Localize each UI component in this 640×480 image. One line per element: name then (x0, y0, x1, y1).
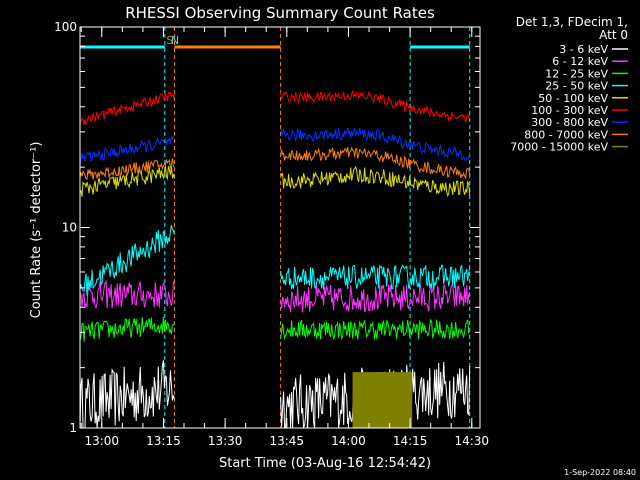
series-line-6-segment-0 (79, 135, 175, 165)
legend-label-3: 25 - 50 keV (545, 80, 608, 93)
series-line-5-segment-1 (280, 89, 471, 123)
legend-label-5: 100 - 300 keV (531, 104, 608, 117)
series-line-1-segment-0 (79, 279, 175, 310)
series-line-2-segment-1 (280, 318, 471, 341)
annotation-label-0: N (171, 34, 179, 47)
x-tick-label-2: 13:30 (208, 434, 243, 448)
y-tick-label-0: 1 (69, 421, 77, 435)
legend-header-line-2: Att 0 (599, 28, 628, 42)
series-line-1-segment-1 (280, 283, 471, 313)
legend-label-4: 50 - 100 keV (538, 92, 608, 105)
series-line-3-segment-1 (280, 264, 471, 290)
legend-label-7: 800 - 7000 keV (524, 128, 608, 141)
legend-label-0: 3 - 6 keV (559, 43, 608, 56)
y-axis-label: Count Rate (s⁻¹ detector⁻¹) (29, 142, 44, 319)
series-line-7-segment-1 (280, 146, 471, 180)
footer-date: 1-Sep-2022 08:40 (564, 468, 636, 477)
annotation-label-1: S (166, 34, 173, 47)
series-line-3-segment-0 (79, 224, 175, 296)
plot-layer: NS 1 10 100 13:00 13:15 13:30 13:45 14:00 14:15 14… (54, 20, 628, 448)
series-line-4-segment-1 (280, 165, 471, 198)
x-tick-label-4: 14:00 (331, 434, 366, 448)
x-tick-label-0: 13:00 (84, 434, 119, 448)
x-tick-label-3: 13:45 (269, 434, 304, 448)
legend-label-6: 300 - 800 keV (531, 116, 608, 129)
series-line-5-segment-0 (79, 91, 175, 127)
legend-label-1: 6 - 12 keV (552, 55, 608, 68)
series-band-8 (352, 372, 413, 428)
x-axis-label: Start Time (03-Aug-16 12:54:42) (219, 456, 431, 471)
y-tick-label-2: 100 (54, 20, 77, 34)
x-tick-label-6: 14:30 (454, 434, 489, 448)
series-line-4-segment-0 (79, 165, 175, 197)
x-tick-label-1: 13:15 (146, 434, 181, 448)
legend-header-line-1: Det 1,3, FDecim 1, (516, 15, 628, 29)
legend-label-8: 7000 - 15000 keV (510, 141, 608, 154)
series-line-2-segment-0 (79, 316, 175, 342)
series-line-7-segment-0 (79, 158, 175, 181)
x-tick-label-5: 14:15 (393, 434, 428, 448)
y-tick-label-1: 10 (62, 221, 77, 235)
chart-title: RHESSI Observing Summary Count Rates (125, 4, 435, 22)
legend-label-2: 12 - 25 keV (545, 67, 608, 80)
series-line-0-segment-0 (79, 360, 175, 429)
series-line-6-segment-1 (280, 126, 471, 161)
